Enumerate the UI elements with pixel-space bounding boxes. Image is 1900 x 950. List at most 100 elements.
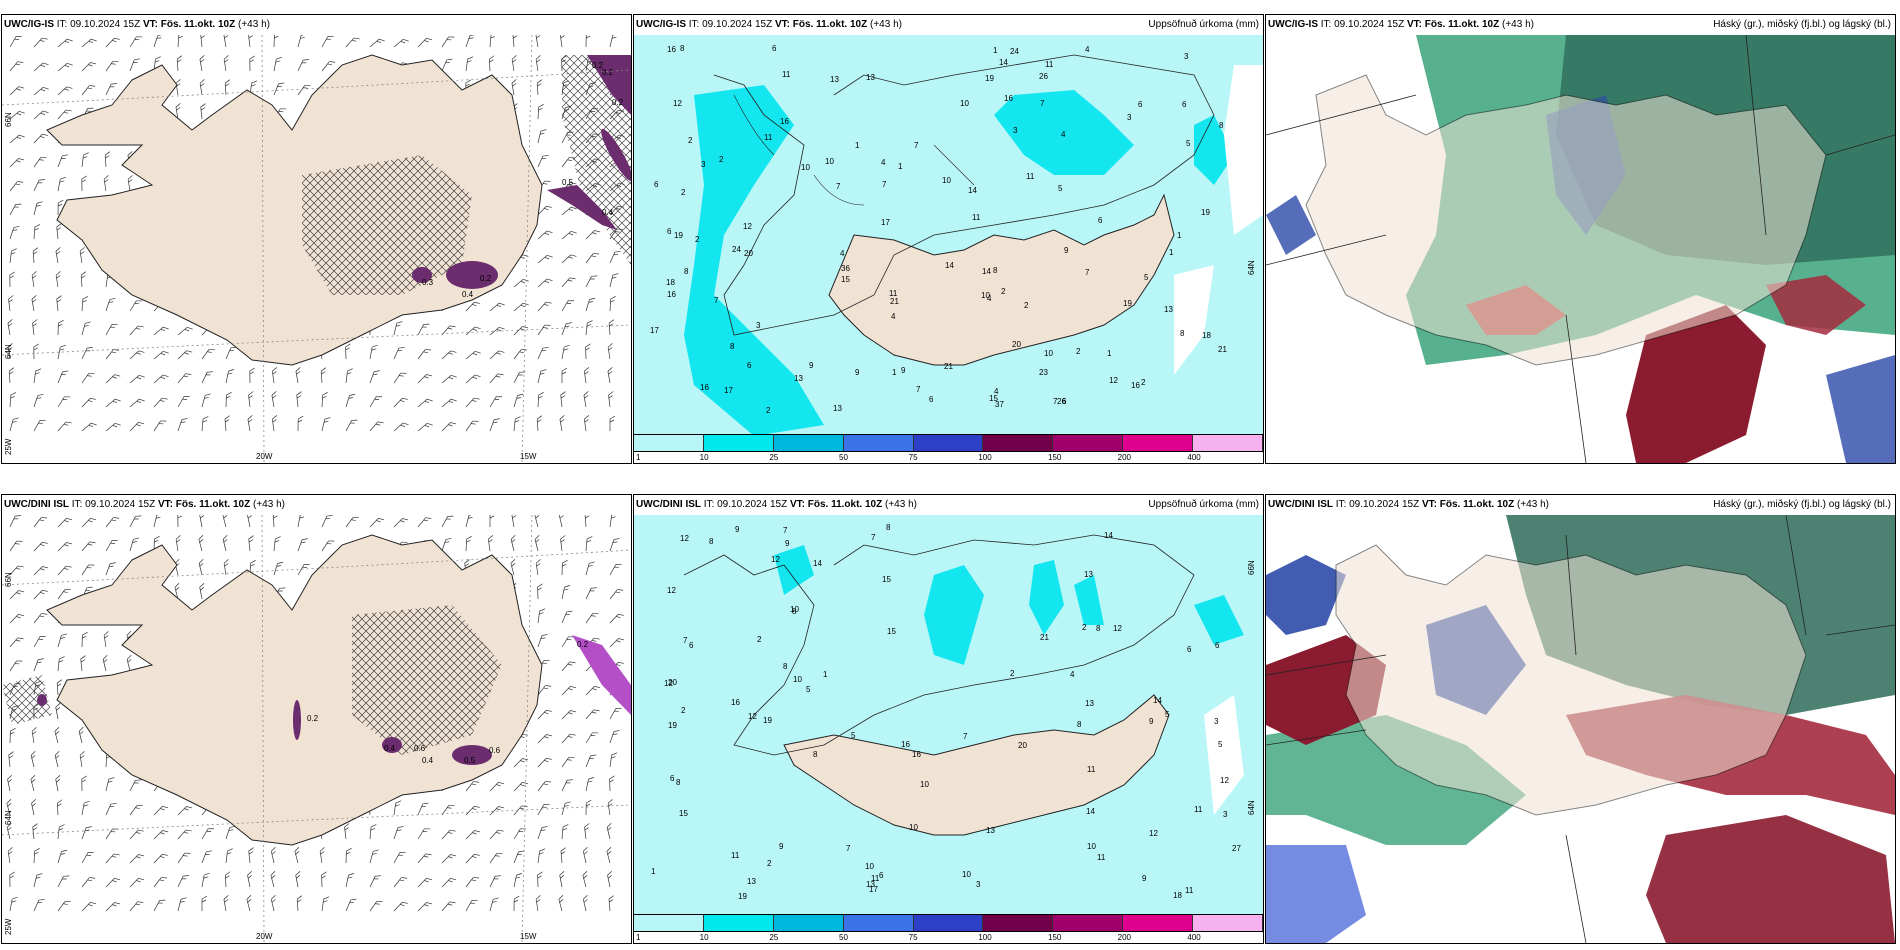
wind-barb — [271, 391, 277, 408]
wind-barb — [79, 751, 85, 768]
precip-value: 9 — [1064, 246, 1069, 255]
precip-value: 1 — [898, 162, 903, 171]
wind-barb — [105, 802, 117, 816]
precip-value: 12 — [1113, 624, 1122, 633]
precip-value: 1 — [1177, 231, 1182, 240]
wind-barb — [295, 871, 301, 888]
precip-value: 5 — [1144, 273, 1149, 282]
wind-barb — [393, 397, 408, 408]
precip-value: 11 — [731, 851, 740, 860]
precip-value: 10 — [801, 163, 810, 172]
wind-barb — [441, 325, 456, 336]
wind-barb — [105, 323, 118, 336]
wind-barb — [513, 302, 529, 312]
wind-barb — [489, 897, 499, 912]
wind-barb — [561, 710, 577, 720]
wind-barb — [201, 850, 213, 864]
wind-barb — [561, 344, 570, 360]
wind-barb — [441, 350, 457, 360]
precip-value: 20 — [668, 678, 677, 687]
precip-value: 1 — [651, 867, 656, 876]
map-area[interactable]: 2 2 3 4 4 7 6 8 7 10 6 6 7 11 19 18 11 16 13 11 18 14 21 17 16 24… — [634, 35, 1263, 436]
precip-value: 9 — [901, 366, 906, 375]
wind-barb — [585, 686, 601, 696]
map-area[interactable]: 2 3 5 7 6 9 11 10 8 12 8 14 16 18 20 27 19 15 12 13 19 21 20 11… — [634, 515, 1263, 916]
wind-barb — [81, 518, 97, 528]
precip-value: 19 — [738, 892, 747, 901]
grid-label-lon: 15W — [520, 452, 537, 461]
wind-barb — [369, 824, 377, 840]
wind-barb — [78, 726, 84, 744]
precip-value: 20 — [744, 249, 753, 258]
wind-barb — [537, 254, 553, 264]
panel-precip-top: UWC/IG-IS IT: 09.10.2024 15Z VT: Fös. 11… — [633, 14, 1264, 464]
grid-label-lon: 20W — [256, 932, 273, 941]
wind-barb — [489, 326, 505, 336]
cloud-mid-layer — [1266, 555, 1346, 635]
map-area[interactable] — [1266, 515, 1895, 943]
map-area[interactable]: 0.2 0.2 0.2 0.5 0.4 0.3 0.4 0.2 — [2, 35, 631, 463]
precip-value: 4 — [994, 387, 999, 396]
wind-barb — [31, 295, 37, 312]
wind-barb — [489, 806, 505, 816]
wind-barb — [9, 590, 25, 600]
precip-value: 13 — [986, 826, 995, 835]
contour-label: 0.2 — [577, 640, 589, 649]
precip-value: 12 — [1109, 376, 1118, 385]
precip-value: 21 — [890, 297, 899, 306]
grid-label-lat: 64N — [4, 810, 13, 825]
wind-barb — [81, 422, 97, 432]
wind-barb — [465, 326, 481, 336]
colorbar-tick-label: 200 — [1117, 453, 1132, 462]
precip-value: 11 — [1097, 853, 1106, 862]
wind-barb — [465, 877, 480, 888]
wind-barb — [7, 847, 13, 864]
wind-barb — [585, 536, 593, 552]
colorbar-tick-label: 1 — [636, 453, 641, 462]
precip-value: 15 — [882, 575, 891, 584]
wind-barb — [33, 873, 43, 888]
wind-barb — [9, 392, 17, 408]
wind-barb — [537, 608, 546, 624]
precip-value: 37 — [995, 400, 1004, 409]
wind-barb — [57, 319, 64, 336]
wind-barb — [513, 828, 527, 840]
wind-barb — [561, 322, 572, 336]
wind-barb — [225, 369, 235, 384]
colorbar-segment — [1193, 435, 1263, 451]
iceland-land — [783, 694, 1170, 836]
wind-barb — [9, 181, 24, 192]
wind-barb — [55, 247, 61, 264]
precip-value: 16 — [731, 698, 740, 707]
wind-barb — [607, 799, 613, 816]
wind-barb — [369, 849, 379, 864]
wind-barb — [489, 829, 504, 840]
precip-value: 1 — [855, 141, 860, 150]
wind-barb — [441, 36, 455, 48]
wind-barb — [321, 417, 331, 432]
precip-value: 5 — [806, 685, 811, 694]
map-area[interactable]: 0.2 0.4 0.6 0.2 0.5 0.4 0.6 — [2, 515, 631, 943]
precip-area-light — [994, 90, 1134, 175]
wind-barb — [81, 175, 87, 192]
wind-barb — [33, 62, 49, 72]
wind-barb — [297, 515, 306, 528]
wind-barb — [561, 559, 568, 576]
wind-barb — [9, 248, 17, 264]
wind-barb — [105, 853, 120, 864]
wind-barb — [81, 852, 94, 864]
wind-barb — [536, 79, 543, 96]
map-area[interactable] — [1266, 35, 1895, 463]
wind-barb — [7, 343, 13, 360]
wind-barb — [9, 565, 24, 576]
wind-barb — [345, 393, 356, 408]
wind-barb — [54, 726, 60, 744]
precip-value: 16 — [780, 117, 789, 126]
precip-value: 19 — [674, 231, 683, 240]
wind-barb — [584, 823, 590, 840]
wind-barb — [102, 654, 108, 672]
ice-purple-blob — [382, 737, 402, 753]
precip-value: 8 — [813, 750, 818, 759]
wind-barb — [561, 230, 577, 240]
precip-value: 19 — [763, 716, 772, 725]
